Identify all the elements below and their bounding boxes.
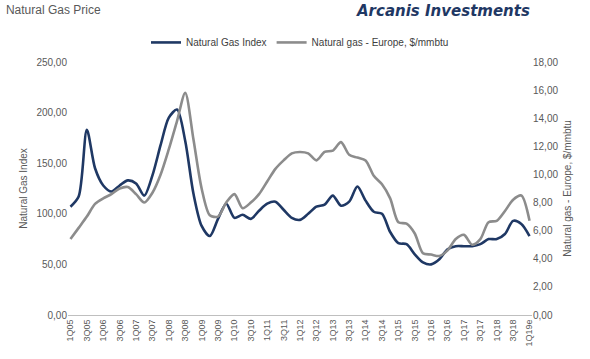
svg-text:1Q14: 1Q14 <box>361 320 371 342</box>
svg-text:0,00: 0,00 <box>533 310 553 321</box>
svg-text:Natural Gas Index: Natural Gas Index <box>18 148 29 229</box>
svg-text:Natural Gas Price: Natural Gas Price <box>6 3 101 17</box>
svg-text:3Q15: 3Q15 <box>410 320 420 342</box>
svg-text:1Q13: 1Q13 <box>328 320 338 342</box>
svg-text:1Q17: 1Q17 <box>459 320 469 342</box>
svg-text:1Q16: 1Q16 <box>426 320 436 342</box>
svg-text:3Q16: 3Q16 <box>442 320 452 342</box>
svg-text:3Q10: 3Q10 <box>246 320 256 342</box>
svg-text:100,00: 100,00 <box>36 208 67 219</box>
svg-text:3Q14: 3Q14 <box>377 320 387 342</box>
svg-text:1Q15: 1Q15 <box>393 320 403 342</box>
svg-text:50,00: 50,00 <box>42 259 67 270</box>
svg-text:Natural gas - Europe, $/mmbtu: Natural gas - Europe, $/mmbtu <box>312 37 449 48</box>
svg-text:1Q18: 1Q18 <box>492 320 502 342</box>
svg-text:10,00: 10,00 <box>533 169 558 180</box>
svg-text:1Q07: 1Q07 <box>131 320 141 342</box>
svg-text:1Q06: 1Q06 <box>98 320 108 342</box>
svg-text:18,00: 18,00 <box>533 57 558 68</box>
svg-text:Natural gas - Europe, $/mmbtu: Natural gas - Europe, $/mmbtu <box>562 120 573 257</box>
svg-text:3Q05: 3Q05 <box>82 320 92 342</box>
svg-text:16,00: 16,00 <box>533 85 558 96</box>
svg-text:1Q11: 1Q11 <box>262 320 272 341</box>
svg-text:6,00: 6,00 <box>533 225 553 236</box>
svg-text:3Q08: 3Q08 <box>180 320 190 342</box>
svg-text:8,00: 8,00 <box>533 197 553 208</box>
svg-text:1Q19e: 1Q19e <box>524 320 534 347</box>
svg-text:4,00: 4,00 <box>533 253 553 264</box>
svg-text:250,00: 250,00 <box>36 57 67 68</box>
svg-text:12,00: 12,00 <box>533 141 558 152</box>
svg-text:3Q13: 3Q13 <box>344 320 354 342</box>
svg-text:3Q11: 3Q11 <box>279 320 289 341</box>
svg-text:Natural Gas Index: Natural Gas Index <box>186 37 267 48</box>
svg-text:3Q06: 3Q06 <box>115 320 125 342</box>
svg-text:3Q17: 3Q17 <box>475 320 485 342</box>
svg-text:1Q05: 1Q05 <box>65 320 75 342</box>
svg-text:3Q09: 3Q09 <box>213 320 223 342</box>
svg-text:1Q12: 1Q12 <box>295 320 305 342</box>
svg-text:200,00: 200,00 <box>36 107 67 118</box>
svg-text:1Q10: 1Q10 <box>229 320 239 342</box>
svg-text:150,00: 150,00 <box>36 158 67 169</box>
svg-text:3Q18: 3Q18 <box>508 320 518 342</box>
svg-text:14,00: 14,00 <box>533 113 558 124</box>
svg-text:1Q08: 1Q08 <box>164 320 174 342</box>
svg-text:Arcanis Investments: Arcanis Investments <box>356 2 530 20</box>
svg-text:2,00: 2,00 <box>533 281 553 292</box>
svg-text:3Q12: 3Q12 <box>311 320 321 342</box>
svg-text:0,00: 0,00 <box>48 310 68 321</box>
svg-text:1Q09: 1Q09 <box>197 320 207 342</box>
svg-text:3Q07: 3Q07 <box>147 320 157 342</box>
